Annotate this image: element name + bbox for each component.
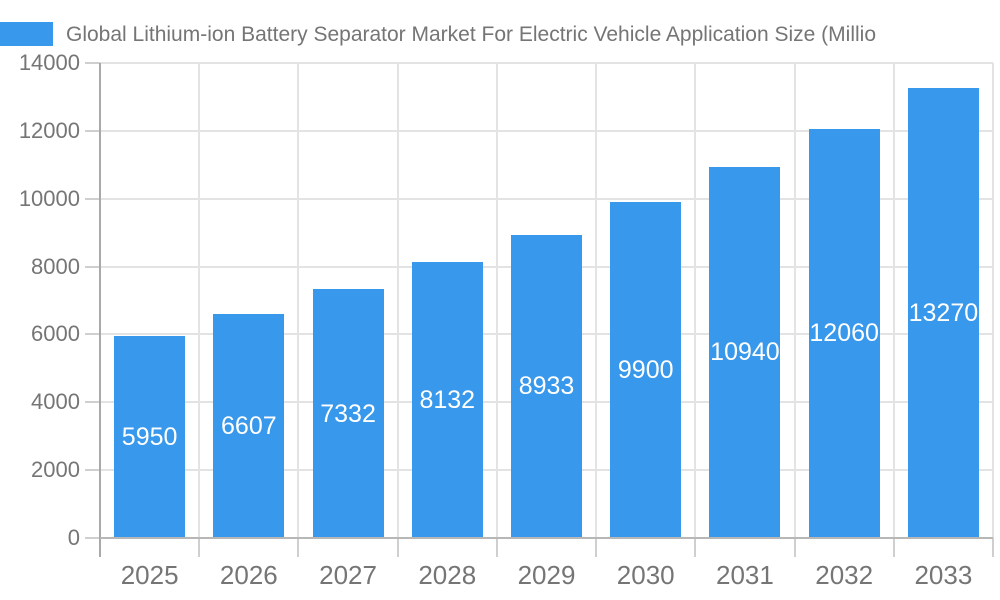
bar-2027[interactable] — [312, 289, 384, 538]
x-axis-label: 2025 — [120, 560, 179, 590]
category-gridline — [793, 63, 796, 538]
category-gridline — [595, 63, 598, 538]
x-axis-tick — [595, 538, 598, 557]
y-axis-tick — [85, 129, 100, 132]
bar-value-label: 8933 — [518, 372, 575, 401]
x-axis-tick — [495, 538, 498, 557]
bar-2029[interactable] — [511, 234, 582, 538]
bar-value-label: 7332 — [320, 399, 376, 428]
y-axis-tick — [85, 537, 100, 539]
category-gridline — [198, 63, 201, 538]
bar-value-label: 9900 — [617, 356, 674, 385]
y-axis-label: 0 — [67, 525, 80, 550]
x-axis-baseline — [100, 537, 993, 539]
bar-2028[interactable] — [411, 262, 483, 538]
x-axis-tick — [198, 538, 201, 557]
bar-2032[interactable] — [808, 128, 880, 538]
category-gridline — [495, 63, 498, 538]
y-axis-tick — [85, 333, 100, 336]
category-gridline — [396, 63, 399, 538]
x-axis-label: 2029 — [517, 560, 576, 590]
legend-swatch-icon — [0, 22, 53, 46]
y-axis-tick — [85, 265, 100, 268]
x-axis-label: 2033 — [914, 560, 973, 590]
x-axis-label: 2032 — [815, 560, 874, 590]
bar-value-label: 10940 — [710, 338, 780, 367]
category-gridline — [992, 63, 994, 538]
category-gridline — [297, 63, 300, 538]
y-axis-label: 6000 — [31, 321, 80, 347]
y-axis-tick — [85, 469, 100, 472]
y-axis-tick — [85, 401, 100, 404]
plot-area: 5950 6607 7332 8132 8933 9900 10940 12060 13270 — [100, 62, 994, 538]
x-axis-label: 2027 — [319, 560, 377, 590]
x-axis-tick — [793, 538, 796, 557]
x-axis-label: 2026 — [219, 560, 278, 590]
x-axis-label: 2030 — [616, 560, 675, 590]
y-axis-label: 10000 — [18, 185, 80, 211]
bar-2031[interactable] — [709, 166, 781, 538]
bar-2033[interactable] — [907, 87, 979, 538]
y-axis-label: 8000 — [31, 253, 80, 279]
bar-2026[interactable] — [213, 313, 285, 538]
bar-value-label: 8132 — [419, 386, 476, 415]
bar-2030[interactable] — [610, 202, 682, 538]
x-axis-label: 2031 — [716, 560, 774, 590]
bar-2025[interactable] — [114, 336, 186, 538]
y-axis-tick — [85, 197, 100, 200]
x-axis-tick — [694, 538, 697, 557]
y-axis-label: 4000 — [31, 389, 80, 415]
x-axis-tick — [396, 538, 399, 557]
bar-value-label: 13270 — [908, 298, 979, 327]
y-axis-line — [99, 63, 101, 557]
y-gridline — [100, 62, 993, 65]
bar-value-label: 6607 — [221, 411, 277, 440]
y-axis-label: 14000 — [18, 50, 80, 75]
category-gridline — [694, 63, 697, 538]
category-gridline — [892, 63, 895, 538]
x-axis-label: 2028 — [418, 560, 477, 590]
y-gridline — [100, 197, 993, 200]
y-axis-tick — [85, 62, 100, 64]
legend-series-label: Global Lithium-ion Battery Separator Mar… — [66, 23, 877, 46]
y-axis-label: 12000 — [18, 117, 80, 143]
x-axis-tick — [297, 538, 300, 557]
bar-value-label: 5950 — [121, 423, 178, 452]
y-axis-label: 2000 — [31, 457, 80, 483]
x-axis-tick — [992, 538, 994, 557]
bar-value-label: 12060 — [809, 319, 879, 348]
y-gridline — [100, 129, 993, 132]
x-axis-tick — [892, 538, 895, 557]
